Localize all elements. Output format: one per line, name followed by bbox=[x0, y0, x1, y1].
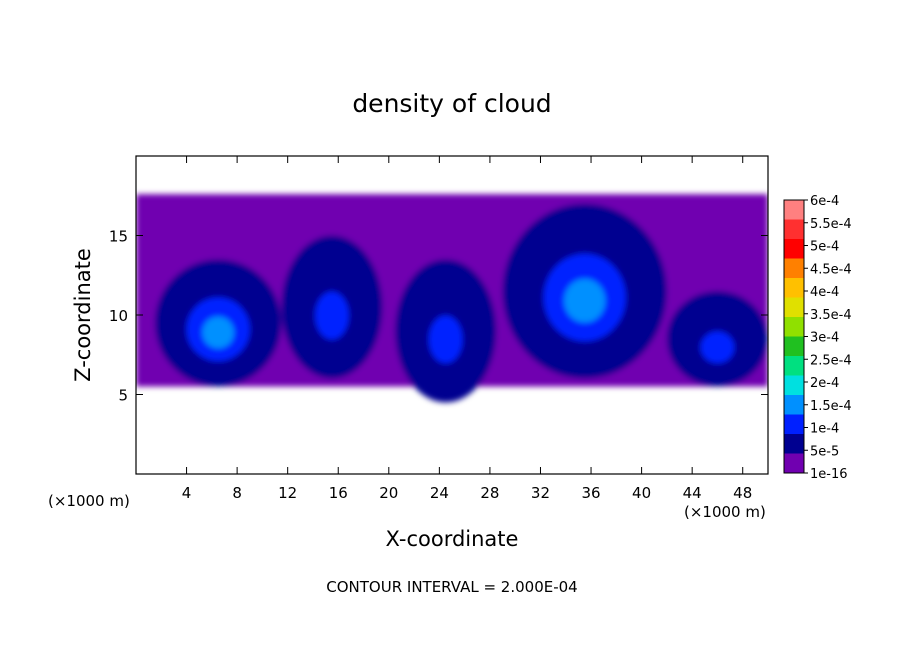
colorbar-label: 5.5e-4 bbox=[810, 217, 852, 232]
x-tick-label: 8 bbox=[232, 484, 242, 502]
cloud-density-field bbox=[136, 194, 768, 403]
x-axis-unit: (×1000 m) bbox=[684, 503, 766, 521]
colorbar-label: 4e-4 bbox=[810, 285, 839, 300]
cloud-cell-contour bbox=[564, 278, 606, 323]
cloud-layer-group bbox=[136, 194, 768, 403]
colorbar-label: 3e-4 bbox=[810, 331, 839, 346]
colorbar-swatch bbox=[784, 414, 804, 435]
colorbar-label: 1.5e-4 bbox=[810, 399, 852, 414]
x-tick-label: 36 bbox=[581, 484, 600, 502]
colorbar-label: 2.5e-4 bbox=[810, 353, 852, 368]
colorbar-label: 6e-4 bbox=[810, 194, 839, 209]
colorbar-swatch bbox=[784, 434, 804, 454]
cloud-cell-contour bbox=[428, 315, 463, 364]
colorbar-label: 5e-4 bbox=[810, 240, 839, 255]
colorbar-swatch bbox=[784, 278, 804, 298]
y-tick-label: 5 bbox=[118, 387, 128, 405]
colorbar-swatch bbox=[784, 239, 804, 259]
x-axis-ticks: 4 8 12 16 20 24 28 32 36 40 44 48 bbox=[182, 156, 752, 502]
colorbar-label: 4.5e-4 bbox=[810, 262, 852, 277]
y-tick-label: 15 bbox=[109, 228, 128, 246]
x-tick-label: 28 bbox=[480, 484, 499, 502]
colorbar-label: 2e-4 bbox=[810, 376, 839, 391]
x-tick-label: 24 bbox=[430, 484, 449, 502]
colorbar-swatch bbox=[784, 219, 804, 240]
x-tick-label: 16 bbox=[329, 484, 348, 502]
colorbar-swatch bbox=[784, 258, 804, 279]
colorbar-swatch bbox=[784, 336, 804, 357]
cloud-cell-contour bbox=[315, 291, 349, 340]
contour-interval-note: CONTOUR INTERVAL = 2.000E-04 bbox=[326, 578, 577, 596]
colorbar-swatch bbox=[784, 375, 804, 396]
x-tick-label: 44 bbox=[683, 484, 702, 502]
y-axis-unit: (×1000 m) bbox=[48, 492, 130, 510]
x-tick-label: 4 bbox=[182, 484, 192, 502]
colorbar-label: 3.5e-4 bbox=[810, 308, 852, 323]
x-tick-label: 48 bbox=[733, 484, 752, 502]
colorbar-swatch bbox=[784, 395, 804, 415]
colorbar-swatch bbox=[784, 317, 804, 337]
y-axis-ticks: 5 10 15 bbox=[109, 228, 768, 405]
colorbar-swatch bbox=[784, 297, 804, 318]
y-axis-label: Z-coordinate bbox=[71, 248, 95, 382]
x-tick-label: 20 bbox=[379, 484, 398, 502]
x-tick-label: 32 bbox=[531, 484, 550, 502]
colorbar-label: 1e-16 bbox=[810, 467, 848, 482]
colorbar-swatch bbox=[784, 356, 804, 376]
colorbar-swatch bbox=[784, 453, 804, 474]
colorbar-swatch bbox=[784, 200, 804, 220]
y-tick-label: 10 bbox=[109, 307, 128, 325]
x-axis-label: X-coordinate bbox=[386, 527, 519, 551]
chart-title: density of cloud bbox=[352, 89, 551, 118]
x-tick-label: 12 bbox=[278, 484, 297, 502]
colorbar-label: 5e-5 bbox=[810, 444, 839, 459]
cloud-cell-contour bbox=[700, 331, 735, 364]
cloud-cell-contour bbox=[202, 316, 234, 349]
x-tick-label: 40 bbox=[632, 484, 651, 502]
colorbar-label: 1e-4 bbox=[810, 422, 839, 437]
colorbar: 6e-4 5.5e-4 5e-4 4.5e-4 4e-4 3.5e-4 3e-4 2.5e-4… bbox=[783, 194, 852, 482]
